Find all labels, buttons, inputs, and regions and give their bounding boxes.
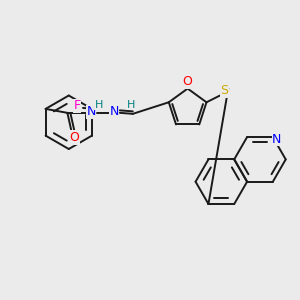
Text: N: N xyxy=(109,105,119,119)
Text: O: O xyxy=(183,75,193,88)
Text: S: S xyxy=(220,84,228,97)
Text: N: N xyxy=(272,133,281,146)
Text: O: O xyxy=(69,131,79,144)
Text: F: F xyxy=(74,99,81,112)
Text: H: H xyxy=(127,100,135,110)
Text: N: N xyxy=(86,105,96,119)
Text: H: H xyxy=(95,100,103,110)
